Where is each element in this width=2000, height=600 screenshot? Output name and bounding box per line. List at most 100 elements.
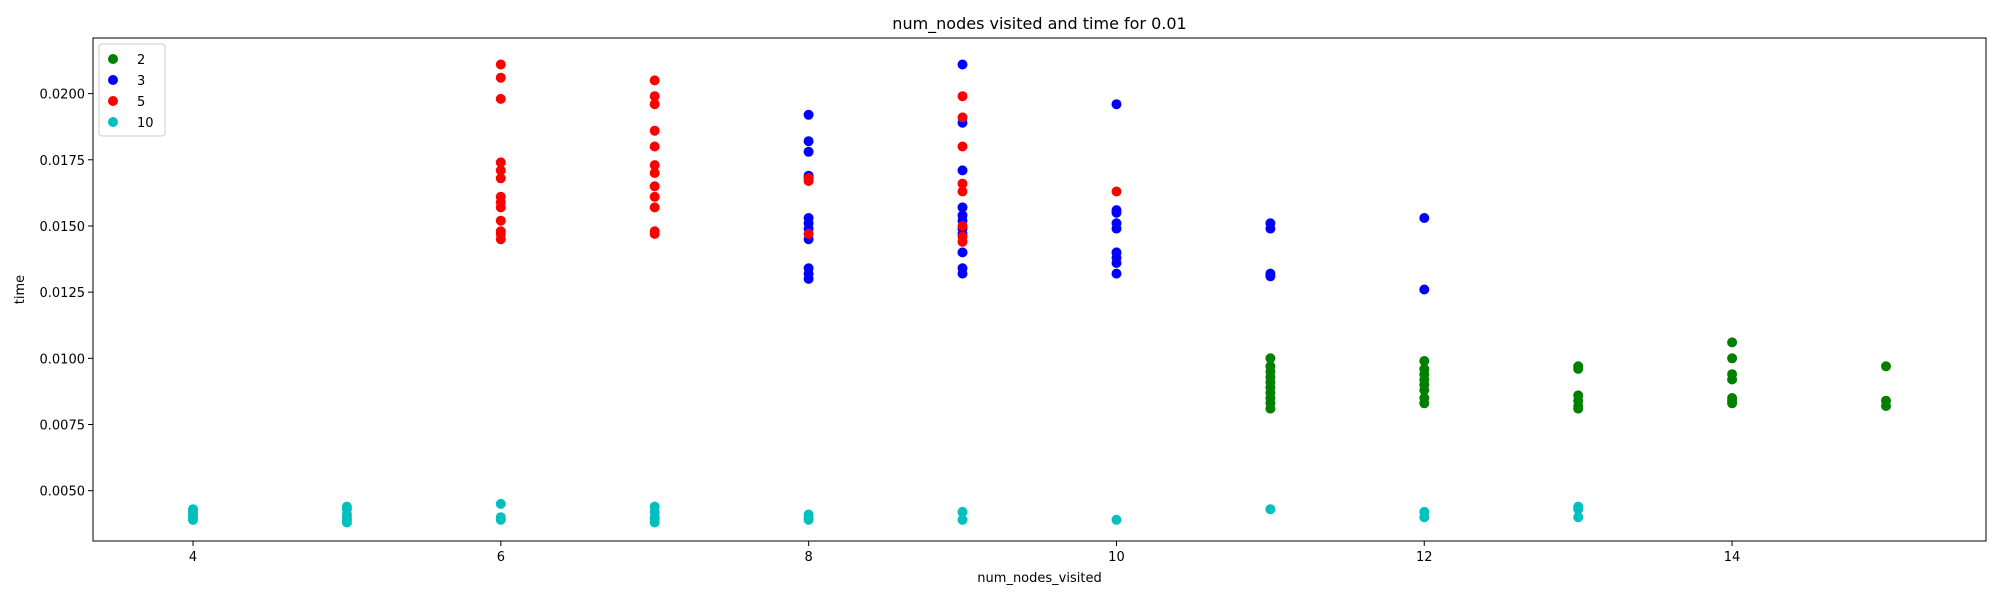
data-point (1265, 271, 1276, 282)
data-point (1881, 401, 1891, 411)
x-tick-label: 6 (497, 550, 505, 565)
data-point (649, 75, 660, 86)
legend-label: 10 (137, 116, 154, 131)
data-point (803, 146, 814, 157)
series-5 (495, 59, 1122, 247)
data-point (803, 136, 814, 147)
data-point (1881, 361, 1891, 372)
data-point (495, 498, 506, 509)
x-tick-label: 14 (1724, 550, 1741, 565)
data-point (1265, 504, 1276, 515)
x-tick-label: 8 (805, 550, 813, 565)
data-point (1265, 403, 1276, 414)
data-point (957, 186, 968, 197)
legend-label: 5 (137, 95, 145, 110)
y-tick-label: 0.0200 (40, 88, 86, 103)
data-point (1111, 268, 1122, 279)
data-point (1419, 385, 1430, 396)
data-point (1727, 398, 1738, 409)
axes-frame (92, 37, 1987, 542)
data-point (1111, 186, 1122, 197)
data-point (1111, 258, 1122, 268)
data-point (1573, 512, 1584, 523)
plot-area (92, 37, 1987, 542)
data-point (1111, 207, 1122, 218)
data-point (649, 125, 660, 136)
data-point (957, 221, 968, 231)
data-point (957, 202, 968, 213)
x-tick-label: 12 (1416, 550, 1433, 565)
legend-marker (108, 96, 118, 106)
data-point (495, 72, 506, 83)
data-point (803, 228, 814, 239)
data-point (341, 517, 352, 528)
data-point (957, 91, 968, 102)
data-point (649, 202, 660, 213)
y-tick-label: 0.0050 (40, 485, 86, 500)
data-point (649, 141, 660, 152)
data-point (495, 215, 506, 226)
data-point (957, 112, 968, 123)
data-point (803, 176, 814, 186)
data-point (803, 109, 814, 120)
data-point (495, 59, 506, 70)
data-point (1265, 223, 1276, 234)
data-point (957, 165, 968, 176)
data-point (1111, 514, 1122, 525)
data-point (1111, 223, 1122, 234)
data-point (957, 514, 968, 525)
legend-box (98, 43, 166, 137)
data-point (1727, 353, 1738, 364)
data-point (1419, 213, 1430, 223)
data-point (495, 514, 506, 525)
data-point (1419, 512, 1430, 523)
x-axis-label: num_nodes_visited (977, 571, 1101, 586)
data-point (1727, 374, 1738, 385)
data-point (957, 141, 968, 152)
data-point (495, 93, 506, 104)
data-point (957, 59, 968, 70)
data-point (649, 99, 660, 110)
y-tick-label: 0.0125 (40, 286, 86, 301)
data-point (1265, 353, 1276, 364)
data-point (649, 517, 660, 528)
data-point (1111, 99, 1122, 110)
data-point (649, 168, 660, 178)
y-tick-label: 0.0175 (40, 154, 86, 169)
data-point (495, 165, 506, 176)
legend-label: 2 (137, 53, 145, 68)
data-point (188, 514, 198, 525)
y-tick-label: 0.0075 (40, 419, 86, 434)
legend-marker (108, 54, 118, 64)
y-tick-label: 0.0100 (40, 352, 86, 367)
data-point (957, 506, 968, 517)
data-point (649, 181, 660, 192)
data-point (1419, 284, 1430, 295)
data-point (649, 160, 660, 171)
legend-marker (108, 75, 118, 85)
data-point (495, 173, 506, 184)
data-point (1419, 356, 1430, 366)
data-point (957, 236, 968, 247)
data-point (1419, 398, 1430, 409)
y-tick-label: 0.0150 (40, 220, 86, 235)
data-point (649, 91, 660, 102)
data-point (1727, 337, 1738, 348)
y-axis: 0.0050 0.0075 0.0100 0.0125 0.0150 0.0175 0.02… (40, 88, 93, 500)
data-point (957, 268, 968, 279)
data-point (1573, 504, 1584, 515)
data-point (957, 247, 968, 258)
data-point (1573, 403, 1584, 414)
data-point (803, 514, 814, 525)
legend: 2 3 5 10 (98, 43, 166, 137)
series-2 (1265, 337, 1891, 414)
chart-title: num_nodes visited and time for 0.01 (892, 14, 1186, 34)
data-point (495, 234, 506, 245)
legend-label: 3 (137, 74, 145, 89)
data-point (649, 191, 660, 202)
x-axis: 4 6 8 10 12 14 (189, 541, 1740, 565)
data-point (649, 228, 660, 239)
data-point (803, 273, 814, 284)
